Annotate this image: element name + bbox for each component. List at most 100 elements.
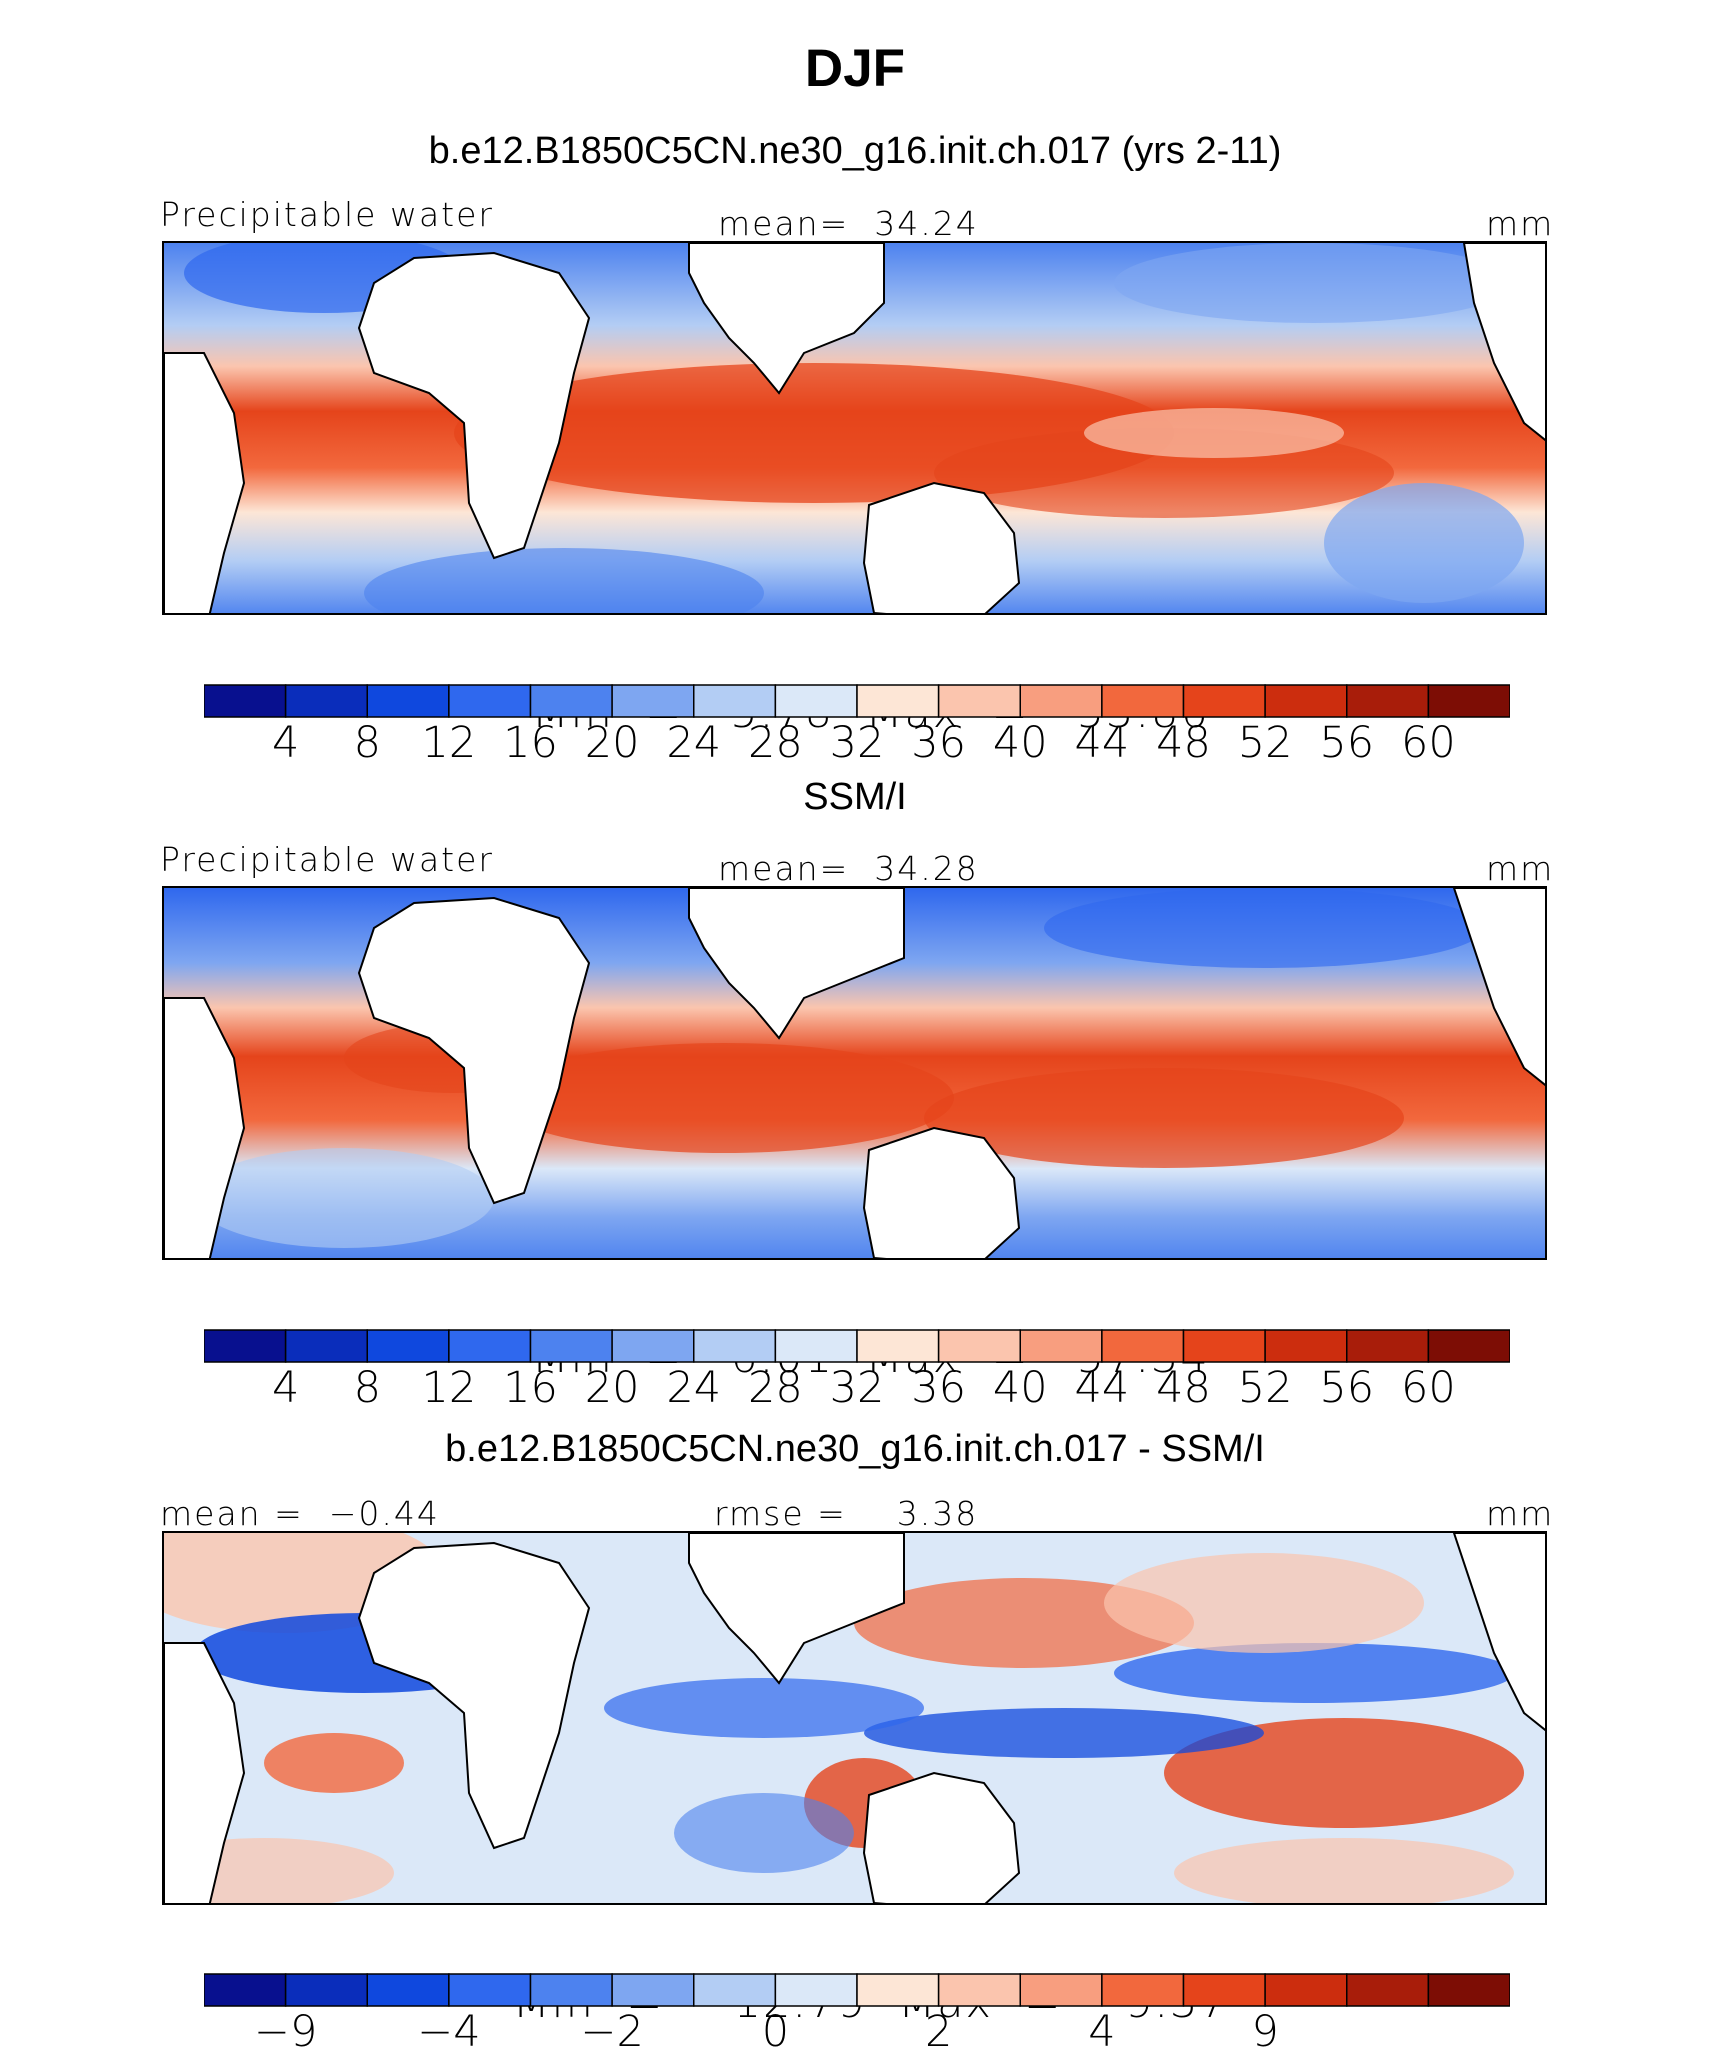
colorbar-tick-label: 8: [353, 1363, 381, 1413]
panel2-mean-label: mean= 34.28: [718, 849, 979, 888]
colorbar-segment: [856, 1973, 940, 2007]
panel2-field: [164, 888, 1545, 1258]
panel1-mean-label: mean= 34.24: [718, 204, 979, 243]
colorbar-segment: [366, 1973, 450, 2007]
colorbar-tick-label: 12: [421, 718, 477, 768]
colorbar-segment: [774, 1329, 858, 1363]
colorbar-tick-label: 2: [924, 2007, 953, 2057]
colorbar-segment: [856, 684, 940, 718]
colorbar-segment: [774, 684, 858, 718]
colorbar-segment: [1101, 1329, 1185, 1363]
colorbar-segment: [284, 1973, 368, 2007]
panel3-map: [162, 1531, 1547, 1905]
colorbar-segment: [937, 1329, 1021, 1363]
colorbar-segment: [937, 684, 1021, 718]
panel1-colorbar: [204, 684, 1510, 718]
panel2-map: [162, 886, 1547, 1260]
colorbar-tick-label: 4: [271, 718, 300, 768]
colorbar-segment: [529, 684, 613, 718]
colorbar-segment: [366, 1329, 450, 1363]
panel1-subtitle: b.e12.B1850C5CN.ne30_g16.init.ch.017 (yr…: [428, 130, 1282, 172]
colorbar-tick-label: 44: [1074, 718, 1130, 768]
colorbar-segment: [1346, 1329, 1430, 1363]
colorbar-tick-label: 32: [829, 1363, 885, 1413]
colorbar-segment: [1346, 1973, 1430, 2007]
panel2-colorbar: [204, 1329, 1510, 1363]
colorbar-tick-label: 56: [1319, 1363, 1375, 1413]
colorbar-segment: [693, 1329, 777, 1363]
colorbar-segment: [1264, 1329, 1348, 1363]
colorbar-segment: [1427, 1329, 1510, 1363]
colorbar-segment: [448, 1973, 532, 2007]
colorbar-segment: [448, 1329, 532, 1363]
colorbar-tick-label: 36: [911, 718, 966, 768]
colorbar-segment: [856, 1329, 940, 1363]
colorbar-tick-label: 20: [584, 718, 640, 768]
colorbar-tick-label: 56: [1319, 718, 1375, 768]
colorbar-segment: [529, 1329, 613, 1363]
figure-title: DJF: [804, 39, 906, 98]
colorbar-segment: [1264, 1973, 1348, 2007]
panel3-subtitle: b.e12.B1850C5CN.ne30_g16.init.ch.017 - S…: [445, 1428, 1265, 1470]
colorbar-segment: [1427, 1973, 1510, 2007]
colorbar-tick-label: 24: [666, 718, 722, 768]
colorbar-tick-label: 16: [503, 718, 558, 768]
panel1-variable-label: Precipitable water: [160, 195, 494, 234]
colorbar-tick-label: 52: [1237, 718, 1293, 768]
colorbar-segment: [693, 684, 777, 718]
colorbar-tick-label: 16: [503, 1363, 558, 1413]
colorbar-tick-label: 40: [992, 718, 1048, 768]
colorbar-segment: [1264, 684, 1348, 718]
panel3-colorbar-ticks: −9 −4 −2 0 2 4 9: [0, 2007, 1710, 2057]
colorbar-segment: [1101, 1973, 1185, 2007]
colorbar-tick-label: 24: [666, 1363, 722, 1413]
colorbar-segment: [1427, 684, 1510, 718]
colorbar-tick-label: 28: [748, 1363, 803, 1413]
colorbar-segment: [693, 1973, 777, 2007]
colorbar-tick-label: −2: [580, 2007, 644, 2057]
colorbar-tick-label: 52: [1237, 1363, 1293, 1413]
panel1-map: [162, 241, 1547, 615]
panel3-colorbar: [204, 1973, 1510, 2007]
colorbar-segment: [611, 1329, 695, 1363]
colorbar-segment: [1019, 684, 1103, 718]
panel2-subtitle: SSM/I: [803, 776, 907, 818]
colorbar-segment: [284, 1329, 368, 1363]
colorbar-tick-label: 40: [992, 1363, 1048, 1413]
colorbar-tick-label: 8: [353, 718, 381, 768]
colorbar-segment: [1019, 1973, 1103, 2007]
panel3-mean-label: mean = −0.44: [160, 1494, 440, 1533]
panel1-colorbar-ticks: 4 8 12 16 20 24 28 32 36 40 44 48 52 56 60: [0, 718, 1710, 768]
colorbar-tick-label: 28: [748, 718, 803, 768]
colorbar-segment: [1346, 684, 1430, 718]
colorbar-segment: [1182, 1973, 1266, 2007]
panel3-field: [164, 1533, 1545, 1903]
panel1-field: [164, 243, 1545, 613]
colorbar-tick-label: −4: [417, 2007, 481, 2057]
panel2-variable-label: Precipitable water: [160, 840, 494, 879]
colorbar-segment: [204, 1329, 287, 1363]
colorbar-segment: [611, 684, 695, 718]
colorbar-tick-label: 48: [1156, 718, 1211, 768]
panel3-rmse-label: rmse = 3.38: [714, 1494, 979, 1533]
colorbar-tick-label: 36: [911, 1363, 966, 1413]
colorbar-segment: [1101, 684, 1185, 718]
colorbar-tick-label: 32: [829, 718, 885, 768]
colorbar-segment: [774, 1973, 858, 2007]
colorbar-tick-label: 44: [1074, 1363, 1130, 1413]
colorbar-tick-label: 9: [1251, 2007, 1279, 2057]
colorbar-segment: [204, 1973, 287, 2007]
colorbar-segment: [448, 684, 532, 718]
colorbar-tick-label: −9: [253, 2007, 318, 2057]
colorbar-segment: [204, 684, 287, 718]
panel2-colorbar-ticks: 4 8 12 16 20 24 28 32 36 40 44 48 52 56 60: [0, 1363, 1710, 1413]
colorbar-tick-label: 60: [1401, 1363, 1456, 1413]
colorbar-segment: [284, 684, 368, 718]
colorbar-segment: [1182, 684, 1266, 718]
colorbar-segment: [611, 1973, 695, 2007]
colorbar-tick-label: 48: [1156, 1363, 1211, 1413]
colorbar-segment: [937, 1973, 1021, 2007]
panel1-units: mm: [1486, 204, 1555, 243]
colorbar-tick-label: 20: [584, 1363, 640, 1413]
panel3-units: mm: [1486, 1494, 1555, 1533]
